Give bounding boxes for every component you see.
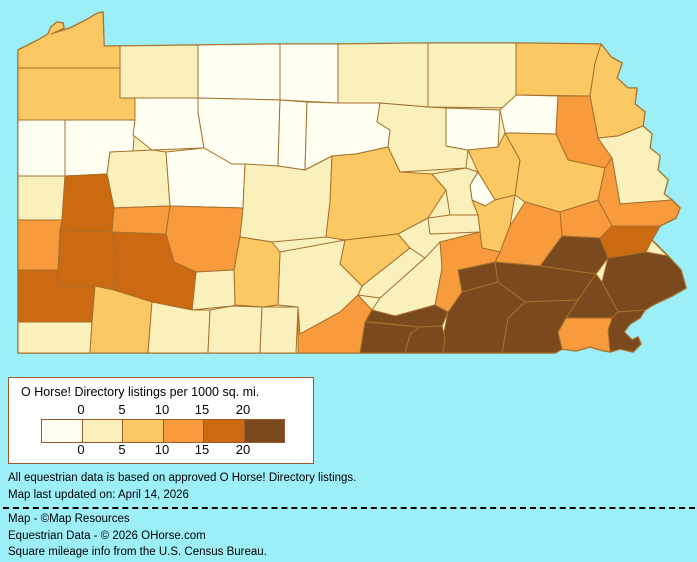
legend-swatch-2 [122, 420, 163, 442]
legend-title: O Horse! Directory listings per 1000 sq.… [21, 385, 260, 399]
county-49 [427, 214, 481, 235]
tick-label: 5 [118, 442, 126, 457]
county-61 [89, 285, 153, 353]
legend-ticks-top: 0 5 10 15 20 [41, 402, 283, 417]
tick-label: 10 [154, 402, 170, 417]
data-credit: Equestrian Data - © 2026 OHorse.com [8, 530, 206, 542]
county-67 [359, 321, 421, 353]
tick-label: 0 [77, 442, 85, 457]
tick-label: 0 [77, 402, 85, 417]
county-5 [279, 43, 339, 104]
county-58 [57, 229, 119, 291]
county-46 [239, 155, 333, 243]
tick-label: 20 [235, 442, 251, 457]
county-63 [207, 305, 263, 353]
legend-ticks-bottom: 0 5 10 15 20 [41, 442, 283, 457]
county-29 [539, 235, 609, 275]
tick-label: 20 [235, 402, 251, 417]
map-credit: Map - ©Map Resources [8, 513, 130, 525]
county-41 [18, 175, 66, 221]
census-credit: Square mileage info from the U.S. Census… [8, 546, 267, 558]
county-6 [337, 42, 429, 108]
county-34 [557, 317, 613, 353]
pennsylvania-choropleth-map [17, 11, 687, 354]
data-disclaimer: All equestrian data is based on approved… [8, 472, 357, 484]
county-54 [277, 239, 363, 335]
county-4 [197, 43, 281, 101]
tick-label: 15 [194, 442, 210, 457]
county-14 [277, 99, 308, 171]
county-7 [427, 42, 517, 109]
legend: O Horse! Directory listings per 1000 sq.… [8, 377, 314, 464]
tick-label: 10 [154, 442, 170, 457]
legend-swatch-4 [203, 420, 244, 442]
county-64 [259, 306, 299, 353]
county-2 [18, 67, 136, 121]
legend-swatch-0 [42, 420, 82, 442]
county-39 [106, 149, 171, 209]
county-48 [431, 167, 479, 216]
county-8 [515, 42, 602, 97]
county-1 [18, 12, 121, 69]
last-updated-note: Map last updated on: April 14, 2026 [8, 489, 189, 501]
county-10 [18, 119, 66, 177]
county-60 [18, 321, 93, 353]
dashed-separator [3, 507, 695, 509]
county-12 [132, 97, 205, 151]
legend-swatch-3 [162, 420, 203, 442]
legend-swatch-5 [243, 420, 284, 442]
county-56 [191, 269, 236, 311]
county-layer [18, 12, 686, 353]
tick-label: 5 [118, 402, 126, 417]
county-43 [18, 219, 63, 271]
county-17 [445, 107, 501, 151]
legend-color-ramp [41, 419, 285, 443]
county-3 [119, 44, 199, 99]
tick-label: 15 [194, 402, 210, 417]
county-47 [325, 146, 447, 241]
legend-swatch-1 [81, 420, 122, 442]
county-42 [59, 173, 115, 233]
county-55 [233, 236, 281, 308]
county-62 [147, 301, 211, 353]
county-45 [165, 205, 244, 273]
